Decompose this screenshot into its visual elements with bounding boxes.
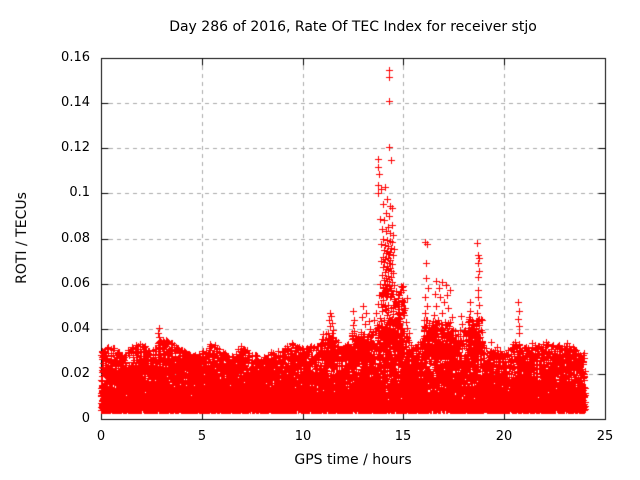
y-tick-label: 0.08 bbox=[61, 231, 90, 246]
y-tick-label: 0.04 bbox=[61, 321, 90, 336]
x-tick-label: 5 bbox=[197, 429, 207, 444]
y-tick-label: 0.14 bbox=[61, 95, 90, 110]
y-tick-label: 0 bbox=[81, 411, 90, 426]
y-tick-label: 0.02 bbox=[61, 366, 90, 381]
y-tick-label: 0.06 bbox=[61, 276, 90, 291]
x-tick-label: 20 bbox=[495, 429, 513, 444]
y-tick-label: 0.16 bbox=[61, 50, 90, 65]
y-tick-label: 0.12 bbox=[61, 140, 90, 155]
y-tick-label: 0.1 bbox=[69, 185, 90, 200]
x-tick-label: 15 bbox=[394, 429, 412, 444]
x-axis-label: GPS time / hours bbox=[294, 452, 412, 468]
chart-title: Day 286 of 2016, Rate Of TEC Index for r… bbox=[169, 19, 537, 35]
x-tick-label: 25 bbox=[596, 429, 614, 444]
x-tick-label: 0 bbox=[96, 429, 106, 444]
x-tick-label: 10 bbox=[294, 429, 312, 444]
